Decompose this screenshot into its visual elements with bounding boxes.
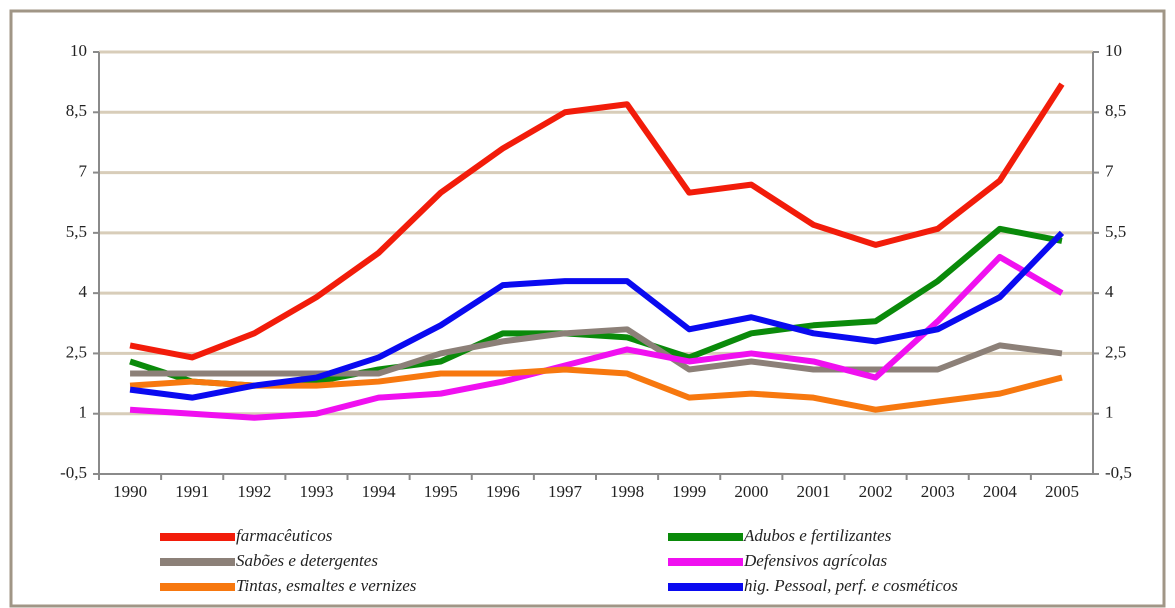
legend-label: Tintas, esmaltes e vernizes [236, 576, 417, 595]
x-tick-label: 2001 [796, 482, 830, 501]
x-tick-label: 2004 [983, 482, 1018, 501]
y2-tick-label: 2,5 [1105, 342, 1126, 361]
y2-tick-label: 5,5 [1105, 222, 1126, 241]
legend-label: Defensivos agrícolas [743, 551, 887, 570]
legend-label: Sabões e detergentes [236, 551, 378, 570]
x-tick-label: 1994 [362, 482, 397, 501]
y-tick-label: -0,5 [60, 463, 87, 482]
x-tick-label: 1996 [486, 482, 520, 501]
series-line [129, 230, 1065, 401]
series-line [129, 253, 1064, 421]
y-tick-label: 7 [79, 161, 88, 180]
x-tick-label: 1992 [237, 482, 271, 501]
x-tick-label: 2000 [734, 482, 768, 501]
y-tick-label: 1 [79, 403, 88, 422]
x-tick-label: 2002 [859, 482, 893, 501]
y-tick-label: 2,5 [66, 342, 87, 361]
x-tick-label: 1995 [424, 482, 458, 501]
x-tick-label: 1999 [672, 482, 706, 501]
x-tick-label: 1991 [175, 482, 209, 501]
y2-tick-label: 8,5 [1105, 101, 1126, 120]
x-tick-label: 1998 [610, 482, 644, 501]
legend-label: farmacêuticos [236, 526, 333, 545]
legend-label: hig. Pessoal, perf. e cosméticos [744, 576, 958, 595]
x-tick-label: 2005 [1045, 482, 1079, 501]
y2-tick-label: 1 [1105, 403, 1114, 422]
x-tick-label: 2003 [921, 482, 955, 501]
frame [9, 9, 1166, 608]
y-tick-label: 5,5 [66, 222, 87, 241]
y2-tick-label: -0,5 [1105, 463, 1132, 482]
x-tick-label: 1990 [113, 482, 147, 501]
y2-tick-label: 4 [1105, 282, 1114, 301]
x-tick-label: 1993 [299, 482, 333, 501]
y2-tick-label: 7 [1105, 161, 1114, 180]
y-tick-label: 4 [79, 282, 88, 301]
series-line [130, 326, 1063, 377]
x-tick-label: 1997 [548, 482, 583, 501]
y2-tick-label: 10 [1105, 41, 1122, 60]
y-tick-label: 8,5 [66, 101, 87, 120]
series-line [129, 366, 1063, 413]
series-line [129, 82, 1065, 361]
legend-label: Adubos e fertilizantes [743, 526, 892, 545]
y-tick-label: 10 [70, 41, 87, 60]
